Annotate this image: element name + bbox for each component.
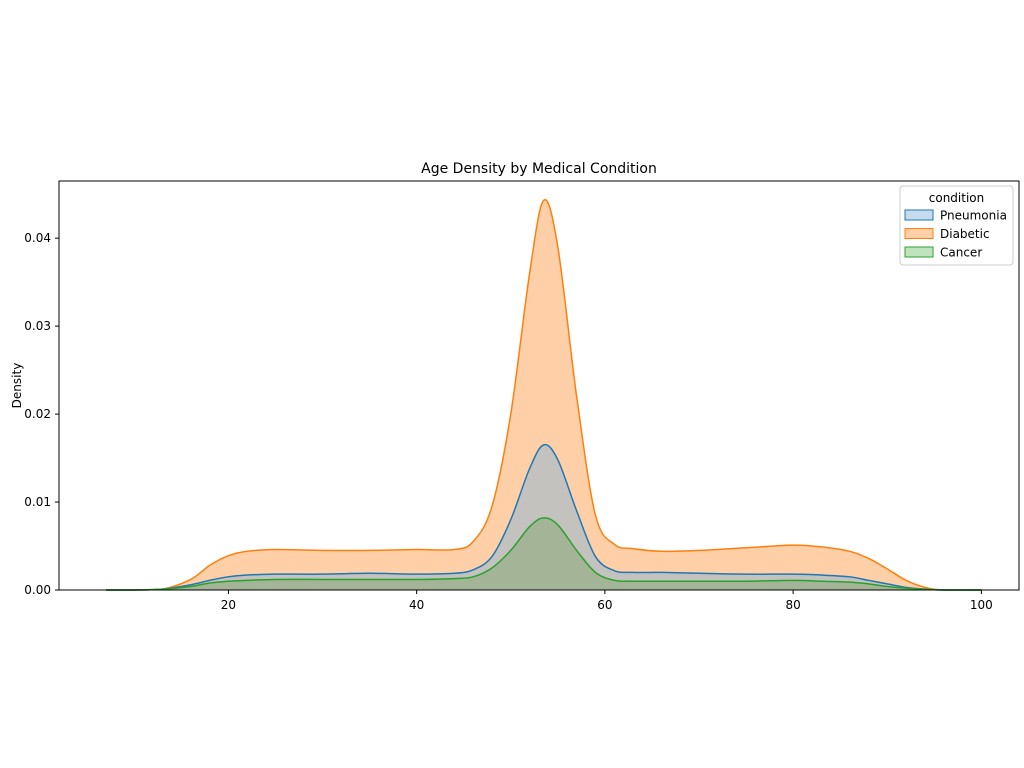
chart-title: Age Density by Medical Condition [421, 161, 657, 177]
series-area-cancer [106, 517, 982, 590]
y-tick-label: 0.00 [24, 583, 51, 597]
y-axis-label: Density [10, 363, 24, 409]
legend-label-diabetic: Diabetic [940, 227, 990, 241]
legend-swatch-cancer [904, 246, 934, 258]
x-tick-label: 40 [409, 598, 424, 612]
series-areas [106, 199, 982, 590]
y-tick-label: 0.01 [24, 495, 51, 509]
x-tick-label: 80 [785, 598, 800, 612]
x-tick-label: 20 [221, 598, 236, 612]
legend-swatch-pneumonia [904, 209, 934, 221]
legend: condition Pneumonia Diabetic Cancer [899, 185, 1014, 266]
series-area-diabetic [106, 199, 982, 590]
x-tick-label: 100 [970, 598, 993, 612]
y-tick-label: 0.02 [24, 407, 51, 421]
series-line-diabetic [106, 198, 982, 591]
y-tick-label: 0.03 [24, 319, 51, 333]
x-tick-label: 60 [597, 598, 612, 612]
y-axis: 0.00 0.01 0.02 0.03 0.04 [24, 231, 59, 597]
legend-frame [899, 185, 1014, 266]
x-axis: 20 40 60 80 100 [221, 590, 993, 612]
legend-label-cancer: Cancer [940, 246, 982, 260]
y-tick-label: 0.04 [24, 231, 51, 245]
series-line-pneumonia [106, 443, 982, 591]
legend-label-pneumonia: Pneumonia [940, 209, 1007, 223]
legend-title: condition [929, 191, 984, 205]
axes-frame [58, 180, 1020, 591]
series-line-cancer [106, 517, 982, 591]
series-lines [106, 198, 982, 591]
legend-swatch-diabetic [904, 228, 934, 239]
